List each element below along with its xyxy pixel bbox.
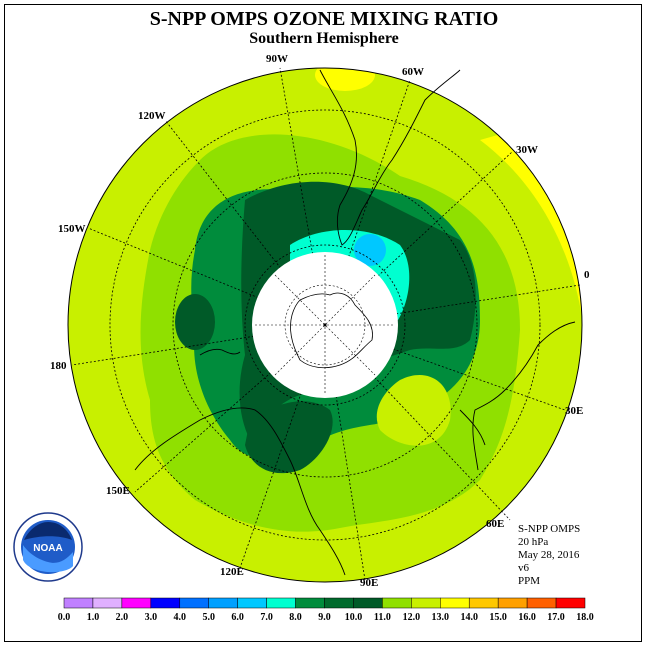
south-pole-marker: [323, 323, 327, 327]
colorbar-segment: [266, 597, 296, 609]
colorbar-segment: [208, 597, 238, 609]
antarctica-coastline: [290, 292, 373, 369]
noaa-logo-text: NOAA: [33, 543, 62, 554]
colorbar-segment: [497, 597, 528, 609]
colorbar-tick-label: 14.0: [460, 612, 478, 623]
colorbar-tick-label: 15.0: [489, 612, 507, 623]
colorbar-tick-label: 0.0: [58, 612, 71, 623]
longitude-labels: 90W 60W 30W 0 30E 60E 90E 120E 150E 180 …: [50, 53, 590, 589]
lon-label-30e: 30E: [565, 405, 583, 417]
level-13-14-north: [315, 68, 375, 91]
colorbar-segment: [468, 597, 499, 609]
colorbar-segment: [63, 597, 94, 609]
colorbar-segment: [237, 597, 267, 609]
colorbar-segment: [150, 597, 181, 609]
colorbar-tick-label: 1.0: [87, 612, 100, 623]
colorbar-tick-label: 6.0: [231, 612, 244, 623]
info-units: PPM: [518, 575, 541, 587]
colorbar-tick-label: 12.0: [403, 612, 421, 623]
colorbar-segment: [295, 597, 325, 609]
colorbar-tick-label: 11.0: [374, 612, 391, 623]
lon-label-0: 0: [584, 269, 590, 281]
colorbar-segment: [179, 597, 209, 609]
lon-label-120w: 120W: [138, 110, 166, 122]
colorbar-segment: [382, 597, 412, 609]
noaa-logo: NOAA: [13, 512, 83, 582]
level-10-11-lobe: [175, 294, 215, 350]
colorbar-segment: [92, 597, 123, 609]
colorbar-segment: [526, 597, 557, 609]
colorbar-tick-label: 10.0: [345, 612, 363, 623]
lon-label-60w: 60W: [402, 66, 424, 78]
lon-label-30w: 30W: [516, 144, 538, 156]
lon-label-150e: 150E: [106, 485, 130, 497]
lon-label-180: 180: [50, 360, 67, 372]
map-subtitle: Southern Hemisphere: [249, 30, 399, 47]
lon-label-150w: 150W: [58, 223, 86, 235]
colorbar-segment: [440, 597, 470, 609]
colorbar-segment: [324, 597, 354, 609]
colorbar-tick-label: 3.0: [145, 612, 158, 623]
colorbar-tick-label: 13.0: [432, 612, 450, 623]
colorbar: 0.0 1.0 2.0 3.0 4.0 5.0 6.0 7.0 8.0 9.0 10.0 11.0 12…: [58, 597, 594, 623]
info-instrument: S-NPP OMPS: [518, 523, 581, 535]
lon-label-90e: 90E: [360, 577, 378, 589]
colorbar-tick-label: 17.0: [547, 612, 565, 623]
colorbar-segment: [121, 597, 152, 609]
lon-label-90w: 90W: [266, 53, 288, 65]
colorbar-segment: [555, 597, 586, 609]
colorbar-tick-label: 4.0: [174, 612, 187, 623]
colorbar-tick-label: 18.0: [576, 612, 594, 623]
colorbar-tick-label: 7.0: [260, 612, 273, 623]
info-date: May 28, 2016: [518, 549, 580, 561]
level-core-dark-south: [245, 401, 333, 474]
figure-frame: [4, 4, 642, 642]
info-version: v6: [518, 562, 529, 574]
colorbar-tick-label: 8.0: [289, 612, 302, 623]
latitude-grid: [109, 109, 541, 541]
level-12-13-pocket: [376, 374, 451, 446]
colorbar-segment: [411, 597, 441, 609]
lon-label-60e: 60E: [486, 518, 504, 530]
colorbar-tick-label: 16.0: [518, 612, 536, 623]
lon-label-120e: 120E: [220, 566, 244, 578]
map-boundary: [67, 67, 583, 583]
info-panel: S-NPP OMPS 20 hPa May 28, 2016 v6 PPM: [518, 523, 580, 588]
level-7-8: [354, 234, 386, 266]
info-level: 20 hPa: [518, 536, 549, 548]
colorbar-segment: [353, 597, 383, 609]
map-title: S-NPP OMPS OZONE MIXING RATIO: [149, 8, 499, 30]
colorbar-tick-label: 9.0: [318, 612, 331, 623]
colorbar-tick-label: 2.0: [116, 612, 129, 623]
colorbar-tick-label: 5.0: [202, 612, 215, 623]
